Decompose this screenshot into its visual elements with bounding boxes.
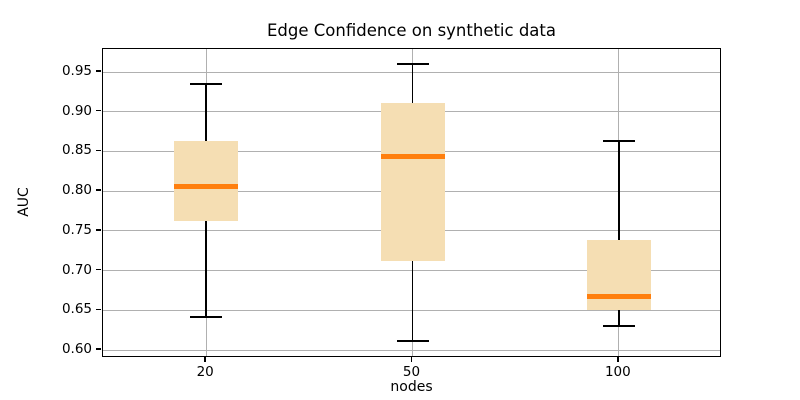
x-tick-mark	[617, 357, 619, 362]
iqr-box	[586, 240, 651, 310]
upper-whisker-stem	[205, 83, 207, 142]
lower-whisker-cap	[396, 340, 429, 343]
y-tick-label: 0.90	[61, 102, 92, 119]
plot-area	[102, 48, 721, 357]
y-tick-mark	[96, 268, 101, 271]
lower-whisker-cap	[602, 325, 635, 328]
y-tick-mark	[96, 189, 101, 191]
upper-whisker-cap	[190, 82, 223, 85]
y-gridline	[103, 349, 720, 351]
iqr-box	[380, 103, 445, 262]
x-tick-label: 100	[604, 364, 631, 380]
x-tick-label: 20	[196, 364, 214, 380]
y-tick-label: 0.60	[61, 341, 92, 358]
y-tick-label: 0.65	[61, 301, 92, 318]
y-tick-mark	[96, 149, 101, 152]
chart-title: Edge Confidence on synthetic data	[266, 21, 557, 40]
upper-whisker-stem	[618, 141, 620, 241]
median-line	[586, 293, 651, 299]
lower-whisker-stem	[618, 309, 620, 327]
y-tick-label: 0.95	[61, 63, 92, 80]
y-tick-mark	[96, 229, 101, 231]
y-gridline	[103, 270, 720, 272]
lower-whisker-stem	[411, 261, 414, 342]
upper-whisker-cap	[396, 63, 429, 66]
y-tick-label: 0.80	[61, 182, 92, 199]
upper-whisker-stem	[411, 64, 414, 103]
y-gridline	[103, 71, 720, 73]
iqr-box	[174, 141, 239, 222]
lower-whisker-stem	[205, 221, 207, 317]
x-axis-label: nodes	[390, 379, 433, 395]
median-line	[174, 183, 239, 189]
y-tick-mark	[96, 70, 101, 72]
x-tick-mark	[204, 357, 206, 362]
median-line	[380, 153, 445, 159]
y-tick-label: 0.85	[61, 142, 92, 159]
x-tick-label: 50	[402, 364, 421, 380]
upper-whisker-cap	[602, 140, 635, 143]
x-tick-mark	[410, 357, 413, 362]
lower-whisker-cap	[190, 315, 223, 318]
y-tick-mark	[96, 348, 101, 350]
y-axis-label: AUC	[16, 187, 32, 217]
y-gridline	[103, 309, 720, 311]
y-tick-mark	[96, 110, 101, 112]
y-tick-mark	[96, 308, 101, 311]
y-tick-label: 0.70	[61, 261, 92, 278]
y-tick-label: 0.75	[61, 221, 92, 238]
